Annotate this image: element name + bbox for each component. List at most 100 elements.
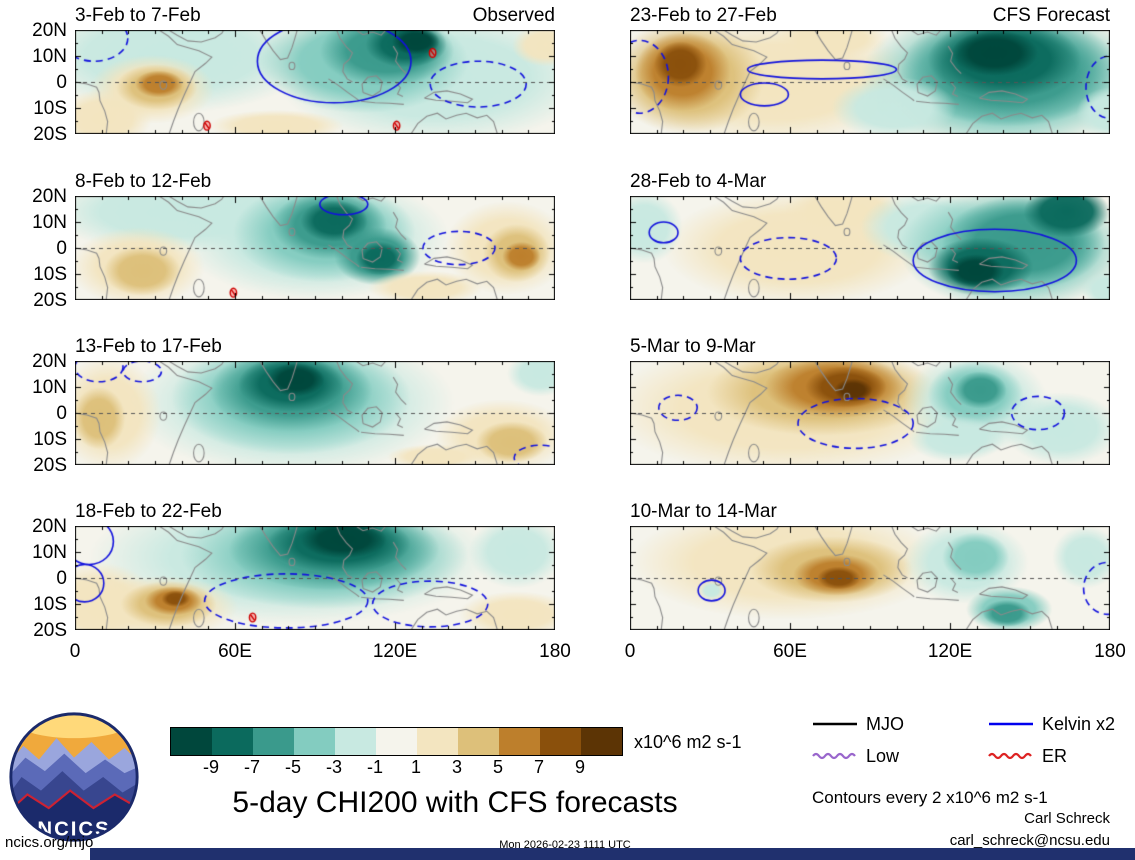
y-axis-label: 20N: [32, 516, 67, 537]
panel-title-row: 23-Feb to 27-Feb CFS Forecast: [630, 5, 1110, 27]
y-axis-label: 0: [56, 403, 67, 424]
x-axis-label: 120E: [372, 641, 418, 662]
panel-title-row: 3-Feb to 7-Feb Observed: [75, 5, 555, 27]
map-panel-canvas: [630, 361, 1110, 465]
logo-sun-glow: [17, 714, 131, 739]
y-axis-label: 0: [56, 568, 67, 589]
colorbar-swatch: [458, 728, 499, 755]
colorbar-swatch: [376, 728, 417, 755]
colorbar-tick-label: -9: [202, 757, 220, 777]
x-axis-label: 120E: [927, 641, 973, 662]
map-panel-canvas: [75, 196, 555, 300]
y-axis-label: 10N: [32, 212, 67, 233]
colorbar-swatch: [212, 728, 253, 755]
colorbar-tick-label: -7: [243, 757, 261, 777]
colorbar-units-label: x10^6 m2 s-1: [634, 732, 742, 752]
panel-title-row: 5-Mar to 9-Mar: [630, 336, 1110, 358]
colorbar-tick-label: 7: [533, 757, 545, 777]
contours-note: Contours every 2 x10^6 m2 s-1: [812, 788, 1048, 807]
y-axis-label: 0: [56, 238, 67, 259]
x-axis-label: 0: [624, 641, 636, 662]
x-axis-label: 180: [539, 641, 571, 662]
panel-title: 10-Mar to 14-Mar: [630, 501, 777, 522]
legend-item-er: ER: [988, 746, 1132, 766]
x-axis-label: 180: [1094, 641, 1126, 662]
legend: MJO Kelvin x2 Low ER: [812, 714, 1132, 766]
footer-url: ncics.org/mjo: [5, 834, 94, 851]
main-title: 5-day CHI200 with CFS forecasts: [232, 786, 678, 819]
credit-email: carl_schreck@ncsu.edu: [949, 832, 1110, 849]
panel-corner-label: CFS Forecast: [992, 5, 1110, 26]
map-panel-canvas: [630, 30, 1110, 134]
y-axis-label: 10N: [32, 542, 67, 563]
y-axis-label: 10S: [33, 594, 67, 615]
legend-label-low: Low: [866, 745, 900, 766]
legend-item-mjo: MJO: [812, 714, 988, 734]
y-axis-label: 20S: [33, 455, 67, 476]
er-line: [988, 752, 1032, 760]
panel-title: 18-Feb to 22-Feb: [75, 501, 222, 522]
x-axis-label: 60E: [218, 641, 252, 662]
panel-title: 13-Feb to 17-Feb: [75, 336, 222, 357]
colorbar: [170, 727, 623, 756]
colorbar-tick-label: -5: [284, 757, 302, 777]
panel-title-row: 18-Feb to 22-Feb: [75, 501, 555, 523]
ncics-logo: NCICS: [6, 709, 142, 845]
logo-ring: [9, 712, 139, 842]
colorbar-swatch: [540, 728, 581, 755]
colorbar-tick-label: -1: [366, 757, 384, 777]
y-axis-label: 20S: [33, 290, 67, 311]
y-axis-label: 20N: [32, 186, 67, 207]
colorbar-tick-label: 1: [410, 757, 422, 777]
panel-title-row: 28-Feb to 4-Mar: [630, 171, 1110, 193]
logo-red-ridge: [11, 789, 137, 815]
y-axis-label: 0: [56, 72, 67, 93]
y-axis-label: 20N: [32, 351, 67, 372]
colorbar-tick-label: -3: [325, 757, 343, 777]
colorbar-tick-label: 3: [451, 757, 463, 777]
colorbar-swatch: [335, 728, 376, 755]
legend-label-kelvin: Kelvin x2: [1042, 713, 1116, 734]
map-panel-canvas: [75, 30, 555, 134]
colorbar-labels: -9 -7 -5 -3 -1 1 3 5 7 9: [170, 757, 621, 779]
x-axis-label: 0: [69, 641, 81, 662]
y-axis-label: 10N: [32, 46, 67, 67]
panel-title: 8-Feb to 12-Feb: [75, 171, 212, 192]
y-axis-label: 20S: [33, 620, 67, 641]
map-panel-canvas: [75, 526, 555, 630]
map-panel-canvas: [630, 526, 1110, 630]
colorbar-swatch: [253, 728, 294, 755]
panel-title-row: 10-Mar to 14-Mar: [630, 501, 1110, 523]
credit-name: Carl Schreck: [1024, 810, 1110, 827]
colorbar-swatch: [171, 728, 212, 755]
mjo-line-sample: [813, 722, 857, 726]
y-axis-label: 10S: [33, 98, 67, 119]
colorbar-swatch: [499, 728, 540, 755]
legend-item-kelvin: Kelvin x2: [988, 714, 1132, 734]
y-axis-label: 10S: [33, 429, 67, 450]
colorbar-swatch: [417, 728, 458, 755]
panel-title: 5-Mar to 9-Mar: [630, 336, 756, 357]
panel-title: 23-Feb to 27-Feb: [630, 5, 777, 26]
panel-title: 3-Feb to 7-Feb: [75, 5, 201, 26]
er-line-sample: [988, 752, 1032, 760]
y-axis-label: 10N: [32, 377, 67, 398]
colorbar-tick-label: 9: [574, 757, 586, 777]
ncics-logo-graphic: NCICS: [9, 712, 139, 842]
y-axis-label: 20N: [32, 20, 67, 41]
bottom-bar: [90, 848, 1135, 860]
legend-label-er: ER: [1042, 745, 1068, 766]
low-line-sample: [812, 752, 856, 760]
colorbar-tick-label: 5: [492, 757, 504, 777]
panel-title-row: 8-Feb to 12-Feb: [75, 171, 555, 193]
legend-label-mjo: MJO: [866, 713, 904, 734]
logo-text: NCICS: [37, 818, 110, 840]
panel-title-row: 13-Feb to 17-Feb: [75, 336, 555, 358]
map-panel-canvas: [630, 196, 1110, 300]
y-axis-label: 20S: [33, 124, 67, 145]
map-panel-canvas: [75, 361, 555, 465]
x-axis-label: 60E: [773, 641, 807, 662]
legend-item-low: Low: [812, 746, 988, 766]
y-axis-label: 10S: [33, 264, 67, 285]
